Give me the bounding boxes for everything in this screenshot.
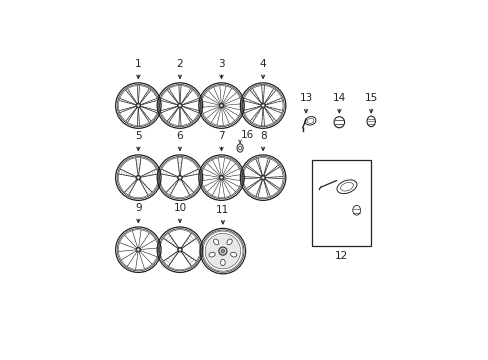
Text: 9: 9 bbox=[135, 203, 142, 213]
Text: 13: 13 bbox=[299, 93, 312, 103]
Circle shape bbox=[218, 247, 226, 255]
Text: 6: 6 bbox=[176, 131, 183, 141]
Text: 7: 7 bbox=[218, 131, 224, 141]
Ellipse shape bbox=[220, 259, 224, 266]
Text: 1: 1 bbox=[135, 59, 142, 69]
Ellipse shape bbox=[230, 252, 236, 257]
Text: 11: 11 bbox=[216, 204, 229, 215]
Circle shape bbox=[205, 233, 240, 269]
Text: 15: 15 bbox=[364, 93, 377, 103]
Text: 4: 4 bbox=[259, 59, 266, 69]
Ellipse shape bbox=[213, 239, 219, 245]
Ellipse shape bbox=[208, 252, 215, 257]
Text: 8: 8 bbox=[259, 131, 266, 141]
Bar bbox=[311, 159, 370, 246]
Ellipse shape bbox=[226, 239, 232, 245]
Text: 16: 16 bbox=[241, 130, 254, 140]
Text: 2: 2 bbox=[176, 59, 183, 69]
Text: 5: 5 bbox=[135, 131, 142, 141]
Text: 14: 14 bbox=[332, 93, 345, 103]
Text: 10: 10 bbox=[173, 203, 186, 213]
Circle shape bbox=[221, 249, 224, 253]
Text: 12: 12 bbox=[334, 251, 347, 261]
Text: 3: 3 bbox=[218, 59, 224, 69]
